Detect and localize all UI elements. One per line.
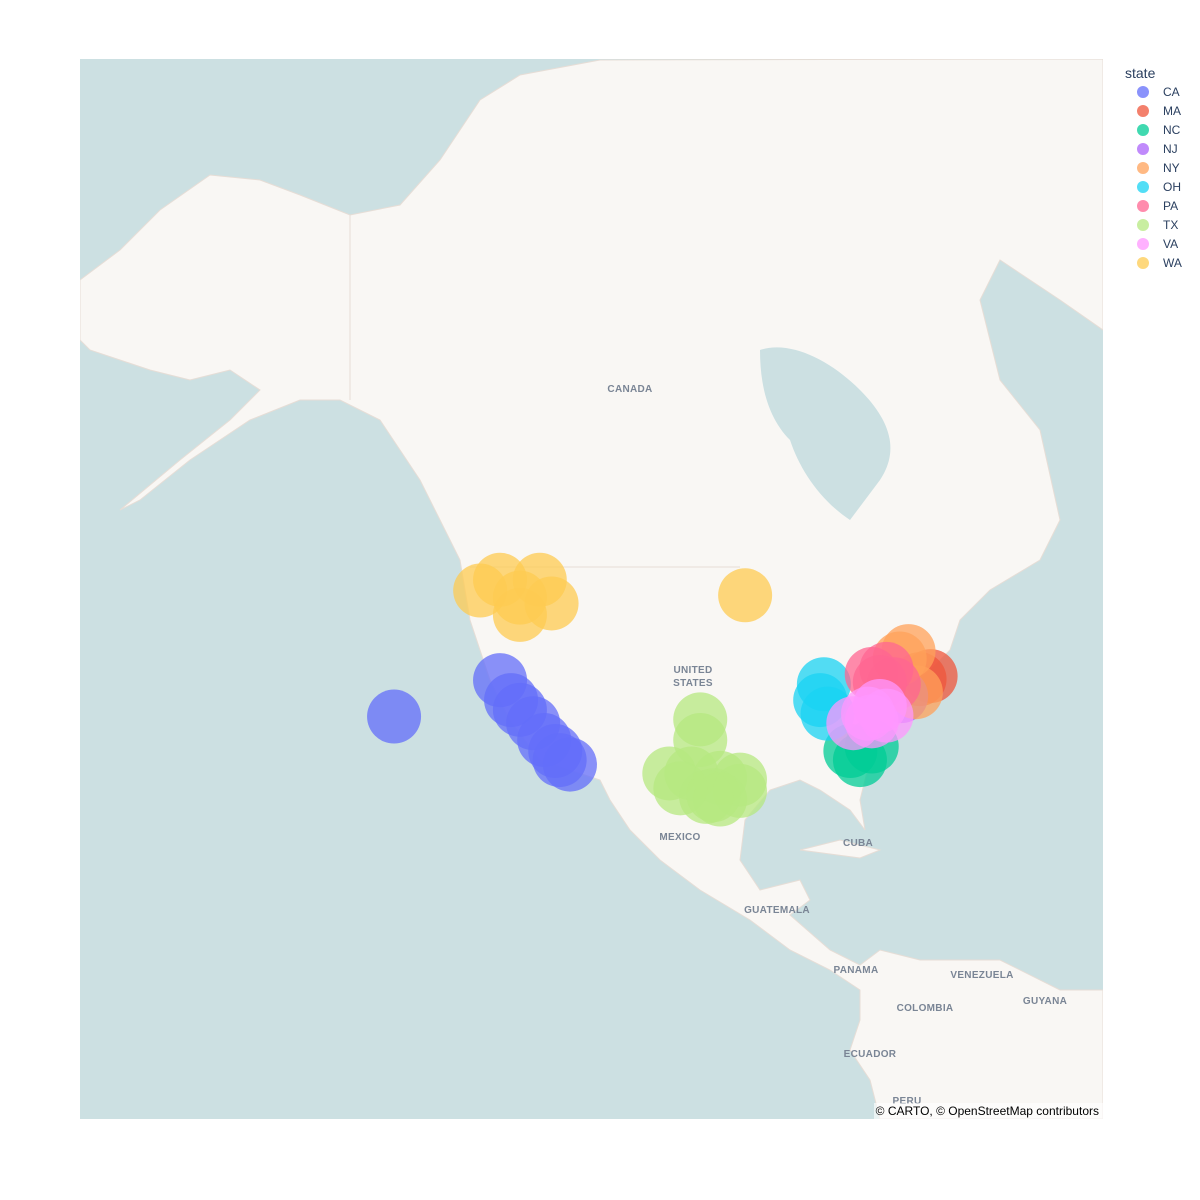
bubble — [542, 737, 597, 792]
legend-label[interactable]: NJ — [1163, 142, 1178, 156]
bubble — [718, 568, 773, 623]
map-label: VENEZUELA — [950, 970, 1013, 981]
legend-marker[interactable] — [1137, 105, 1149, 117]
legend-label[interactable]: TX — [1163, 218, 1178, 232]
legend-label[interactable]: VA — [1163, 237, 1178, 251]
legend-label[interactable]: OH — [1163, 180, 1181, 194]
bubble — [686, 768, 741, 823]
series-group — [826, 678, 914, 751]
legend-marker[interactable] — [1137, 181, 1149, 193]
legend: CA MA NC NJ NY OH PA TX VA WA — [1137, 85, 1182, 270]
legend-marker[interactable] — [1137, 257, 1149, 269]
bubble — [492, 587, 547, 642]
legend-label[interactable]: CA — [1163, 85, 1180, 99]
bubbles — [367, 552, 958, 827]
land — [80, 59, 1103, 1119]
attribution-bg — [874, 1103, 1103, 1119]
legend-title: state — [1125, 65, 1156, 81]
legend-marker[interactable] — [1137, 200, 1149, 212]
map-label: GUYANA — [1023, 996, 1067, 1007]
legend-marker[interactable] — [1137, 219, 1149, 231]
legend-label[interactable]: PA — [1163, 199, 1178, 213]
attribution: © CARTO, © OpenStreetMap contributors — [876, 1104, 1099, 1118]
legend-label[interactable]: NY — [1163, 161, 1180, 175]
series-group — [367, 653, 597, 792]
map-label: COLOMBIA — [897, 1003, 954, 1014]
legend-label[interactable]: NC — [1163, 123, 1181, 137]
legend-marker[interactable] — [1137, 162, 1149, 174]
legend-marker[interactable] — [1137, 143, 1149, 155]
legend-label[interactable]: MA — [1163, 104, 1181, 118]
series-group — [642, 692, 767, 827]
map-label: MEXICO — [659, 832, 700, 843]
bubble — [844, 694, 899, 749]
legend-marker[interactable] — [1137, 86, 1149, 98]
legend-marker[interactable] — [1137, 238, 1149, 250]
legend-label[interactable]: WA — [1163, 256, 1182, 270]
map-label: ECUADOR — [844, 1049, 897, 1060]
map-label: GUATEMALA — [744, 905, 810, 916]
basemap: CANADA UNITED STATES MEXICO CUBA GUATEMA… — [80, 59, 1103, 1119]
map-label: CUBA — [843, 838, 873, 849]
map-label: PANAMA — [834, 965, 879, 976]
series-group — [453, 552, 773, 642]
legend-marker[interactable] — [1137, 124, 1149, 136]
bubble — [367, 689, 422, 744]
map-label: UNITED — [673, 665, 712, 676]
map-label: PERU — [893, 1096, 922, 1107]
map-label: CANADA — [607, 384, 652, 395]
map-label: STATES — [673, 678, 713, 689]
